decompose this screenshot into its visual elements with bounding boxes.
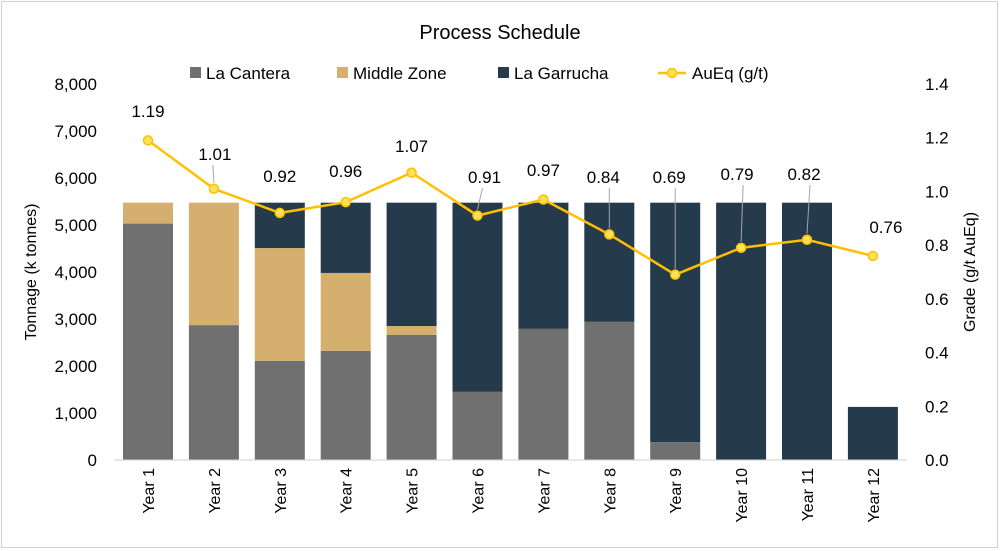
y-tick-label: 7,000	[54, 122, 97, 141]
y-tick-label: 4,000	[54, 263, 97, 282]
bar-la-garrucha	[452, 202, 503, 392]
grade-point	[538, 194, 549, 205]
data-label-leader	[477, 187, 483, 210]
x-tick-label: Year 7	[536, 468, 553, 514]
bar-la-cantera	[320, 350, 371, 460]
data-label: 0.97	[527, 161, 560, 180]
y2-tick-label: 0.8	[925, 236, 949, 255]
x-tick-label: Year 10	[734, 468, 751, 523]
y-tick-label: 1,000	[54, 404, 97, 423]
data-label: 0.76	[869, 218, 902, 237]
bar-middle-zone	[254, 248, 305, 361]
y-tick-label: 2,000	[54, 357, 97, 376]
legend-swatch	[190, 67, 201, 78]
bar-la-cantera	[188, 325, 239, 460]
grade-line: 1.19 1.01 0.92 0.96 1.07 0.91 0.97 0.84 0.69 0.79…	[131, 102, 902, 280]
x-tick-label: Year 9	[668, 468, 685, 514]
x-tick-label: Year 4	[339, 468, 356, 514]
data-label-leader	[212, 164, 215, 183]
y2-axis-ticks: 0.0 0.2 0.4 0.6 0.8 1.0 1.2 1.4	[925, 75, 949, 470]
x-tick-label: Year 5	[405, 468, 422, 514]
data-label: 0.91	[468, 168, 501, 187]
y-axis-ticks: 0 1,000 2,000 3,000 4,000 5,000 6,000 7,000 8,00…	[54, 75, 97, 470]
data-label: 0.82	[787, 165, 820, 184]
bar-la-cantera	[518, 328, 569, 460]
grade-point	[604, 229, 615, 240]
y2-axis-label: Grade (g/t AuEq)	[962, 212, 979, 332]
data-label: 1.01	[198, 145, 231, 164]
x-tick-label: Year 12	[866, 468, 883, 523]
y2-tick-label: 1.0	[925, 182, 949, 201]
x-tick-label: Year 2	[207, 468, 224, 514]
legend-label: La Cantera	[206, 64, 291, 83]
bar-la-garrucha	[782, 202, 832, 461]
legend-label: AuEq (g/t)	[692, 64, 769, 83]
y-tick-label: 3,000	[54, 310, 97, 329]
grade-line-path	[147, 139, 874, 277]
legend-marker	[666, 67, 678, 79]
data-label-leader	[806, 184, 811, 234]
grade-point	[406, 167, 417, 178]
bar-middle-zone	[320, 272, 371, 351]
grade-point	[669, 269, 681, 280]
bar-la-cantera	[254, 360, 305, 460]
y-tick-label: 8,000	[54, 75, 97, 94]
legend: La Cantera Middle Zone La Garrucha AuEq (g/…	[190, 64, 769, 83]
y2-tick-label: 0.2	[925, 397, 949, 416]
bars	[123, 202, 898, 461]
bar-la-garrucha	[518, 202, 569, 329]
bar-la-cantera	[452, 391, 503, 460]
y-tick-label: 0	[88, 451, 97, 470]
y-axis-label: Tonnage (k tonnes)	[23, 204, 40, 341]
bar-la-garrucha	[847, 406, 898, 460]
bar-middle-zone	[123, 202, 173, 224]
grade-point	[142, 135, 154, 146]
x-tick-label: Year 11	[800, 468, 817, 521]
y2-tick-label: 1.2	[925, 129, 949, 148]
data-label: 0.69	[653, 168, 686, 187]
grade-point	[867, 250, 879, 262]
bar-la-garrucha	[386, 202, 437, 327]
y-tick-label: 5,000	[54, 216, 97, 235]
data-label: 0.92	[263, 167, 296, 186]
bar-la-cantera	[123, 223, 173, 460]
y2-tick-label: 1.4	[925, 75, 949, 94]
bar-la-cantera	[584, 321, 635, 460]
chart-title: Process Schedule	[419, 22, 580, 44]
data-label-leader	[740, 184, 744, 242]
x-tick-label: Year 3	[273, 468, 290, 514]
grade-point	[801, 234, 813, 246]
data-label: 0.96	[329, 162, 362, 181]
x-tick-label: Year 6	[471, 468, 488, 514]
legend-label: La Garrucha	[514, 64, 609, 83]
x-axis-ticks: Year 1 Year 2 Year 3 Year 4 Year 5 Year 6 Year…	[141, 468, 883, 523]
data-label: 1.19	[131, 102, 164, 121]
grade-point	[274, 207, 286, 219]
data-label: 0.84	[587, 168, 620, 187]
legend-swatch	[498, 67, 509, 78]
y2-tick-label: 0.0	[925, 451, 949, 470]
data-label: 1.07	[395, 137, 428, 156]
legend-swatch	[337, 67, 348, 78]
bar-middle-zone	[188, 202, 239, 326]
grade-point	[208, 183, 220, 194]
x-tick-label: Year 1	[141, 468, 158, 514]
bar-la-cantera	[650, 442, 701, 460]
grade-point	[472, 210, 483, 221]
x-tick-label: Year 8	[602, 468, 619, 514]
legend-label: Middle Zone	[353, 64, 447, 83]
y2-tick-label: 0.4	[925, 344, 949, 363]
y2-tick-label: 0.6	[925, 290, 949, 309]
grade-point	[340, 196, 351, 208]
grade-point	[735, 242, 747, 254]
y-tick-label: 6,000	[54, 169, 97, 188]
bar-la-garrucha	[320, 202, 371, 273]
data-label: 0.79	[721, 165, 754, 184]
bar-middle-zone	[386, 326, 437, 335]
bar-la-cantera	[386, 334, 437, 460]
